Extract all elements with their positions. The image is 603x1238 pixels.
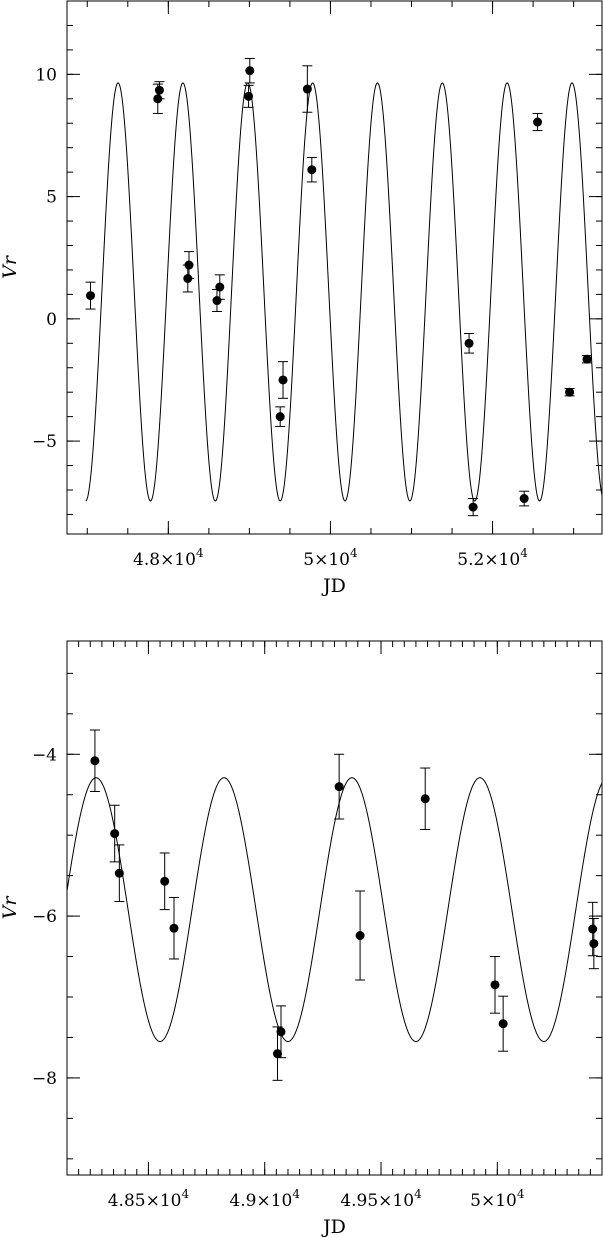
y-axis-label: Vr <box>0 254 21 279</box>
x-tick-exponent: 4 <box>414 1187 422 1201</box>
y-tick-label: −8 <box>32 1069 57 1089</box>
data-point <box>276 1027 286 1037</box>
x-tick-exponent: 4 <box>350 546 358 560</box>
x-tick-mantissa: 4.8×10 <box>133 550 196 570</box>
data-point <box>334 782 344 792</box>
x-tick-label: 5×104 <box>303 546 358 570</box>
x-tick-label: 4.95×104 <box>340 1187 422 1211</box>
plot-frame <box>66 640 603 1176</box>
x-tick-exponent: 4 <box>517 1187 525 1201</box>
data-point <box>86 291 96 301</box>
x-tick-mantissa: 5×10 <box>470 1191 517 1211</box>
data-point <box>589 939 599 949</box>
x-tick-mantissa: 4.9×10 <box>229 1191 292 1211</box>
data-point <box>355 931 365 941</box>
x-tick-label: 4.85×104 <box>108 1187 190 1211</box>
plot-frame <box>66 0 603 535</box>
data-point <box>498 1019 508 1029</box>
data-point <box>160 876 170 886</box>
x-axis-label: JD <box>321 575 346 597</box>
data-point <box>464 338 474 348</box>
x-tick-label: 4.9×104 <box>229 1187 300 1211</box>
data-point <box>244 91 254 101</box>
x-tick-label: 4.8×104 <box>133 546 204 570</box>
data-point <box>278 375 288 385</box>
x-tick-exponent: 4 <box>520 546 528 560</box>
data-point <box>184 260 194 270</box>
data-point <box>114 868 124 878</box>
data-point <box>169 923 179 933</box>
x-tick-mantissa: 5×10 <box>303 550 350 570</box>
data-point <box>468 502 478 512</box>
x-tick-mantissa: 5.2×10 <box>457 550 520 570</box>
fit-curve <box>85 82 602 502</box>
x-tick-exponent: 4 <box>196 546 204 560</box>
data-point <box>110 829 120 839</box>
data-point <box>154 85 164 95</box>
data-point <box>215 282 225 292</box>
x-tick-mantissa: 4.95×10 <box>340 1191 414 1211</box>
fit-curve <box>67 777 602 1043</box>
data-point <box>302 84 312 94</box>
y-tick-label: −4 <box>32 745 57 765</box>
x-tick-exponent: 4 <box>181 1187 189 1201</box>
x-tick-mantissa: 4.85×10 <box>108 1191 182 1211</box>
data-point <box>212 296 222 306</box>
data-point <box>533 117 543 127</box>
y-tick-label: −5 <box>32 432 57 452</box>
y-tick-label: 10 <box>35 65 57 85</box>
y-tick-label: −6 <box>32 907 57 927</box>
data-point <box>519 494 529 504</box>
x-tick-label: 5.2×104 <box>457 546 528 570</box>
data-point <box>588 924 598 934</box>
data-point <box>420 794 430 804</box>
data-point <box>582 354 592 364</box>
data-point <box>90 756 100 766</box>
y-tick-label: 0 <box>46 310 57 330</box>
data-point <box>307 165 317 175</box>
y-axis-label: Vr <box>0 895 21 920</box>
x-tick-label: 5×104 <box>470 1187 525 1211</box>
data-point <box>273 1049 283 1059</box>
data-point <box>275 412 285 422</box>
data-point <box>490 980 500 990</box>
y-tick-label: 5 <box>46 188 57 208</box>
x-tick-exponent: 4 <box>292 1187 300 1201</box>
data-point <box>245 66 255 76</box>
x-axis-label: JD <box>321 1216 346 1238</box>
data-point <box>565 387 575 397</box>
